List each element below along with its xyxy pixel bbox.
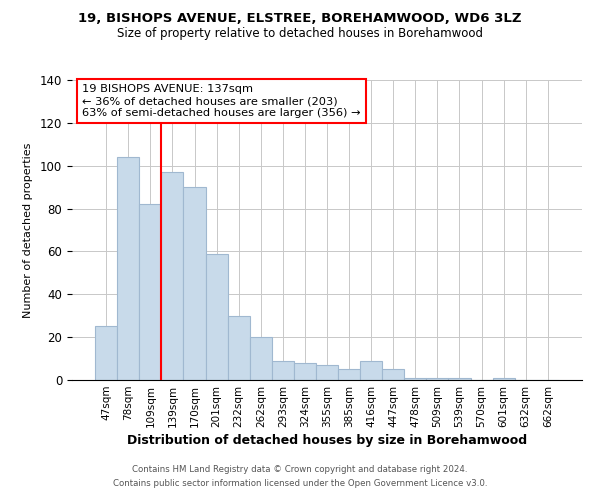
Text: 19 BISHOPS AVENUE: 137sqm
← 36% of detached houses are smaller (203)
63% of semi: 19 BISHOPS AVENUE: 137sqm ← 36% of detac… bbox=[82, 84, 361, 117]
Bar bbox=[139, 204, 161, 380]
Bar bbox=[184, 187, 206, 380]
Bar bbox=[294, 363, 316, 380]
Bar bbox=[161, 172, 184, 380]
Bar bbox=[316, 365, 338, 380]
Bar bbox=[382, 370, 404, 380]
Text: Size of property relative to detached houses in Borehamwood: Size of property relative to detached ho… bbox=[117, 28, 483, 40]
Bar bbox=[493, 378, 515, 380]
Bar bbox=[117, 157, 139, 380]
Y-axis label: Number of detached properties: Number of detached properties bbox=[23, 142, 33, 318]
Bar bbox=[272, 360, 294, 380]
X-axis label: Distribution of detached houses by size in Borehamwood: Distribution of detached houses by size … bbox=[127, 434, 527, 447]
Text: Contains HM Land Registry data © Crown copyright and database right 2024.
Contai: Contains HM Land Registry data © Crown c… bbox=[113, 466, 487, 487]
Bar bbox=[360, 360, 382, 380]
Bar bbox=[95, 326, 117, 380]
Bar bbox=[404, 378, 427, 380]
Bar bbox=[250, 337, 272, 380]
Bar bbox=[338, 370, 360, 380]
Bar bbox=[206, 254, 227, 380]
Bar bbox=[448, 378, 470, 380]
Bar bbox=[227, 316, 250, 380]
Text: 19, BISHOPS AVENUE, ELSTREE, BOREHAMWOOD, WD6 3LZ: 19, BISHOPS AVENUE, ELSTREE, BOREHAMWOOD… bbox=[78, 12, 522, 26]
Bar bbox=[427, 378, 448, 380]
